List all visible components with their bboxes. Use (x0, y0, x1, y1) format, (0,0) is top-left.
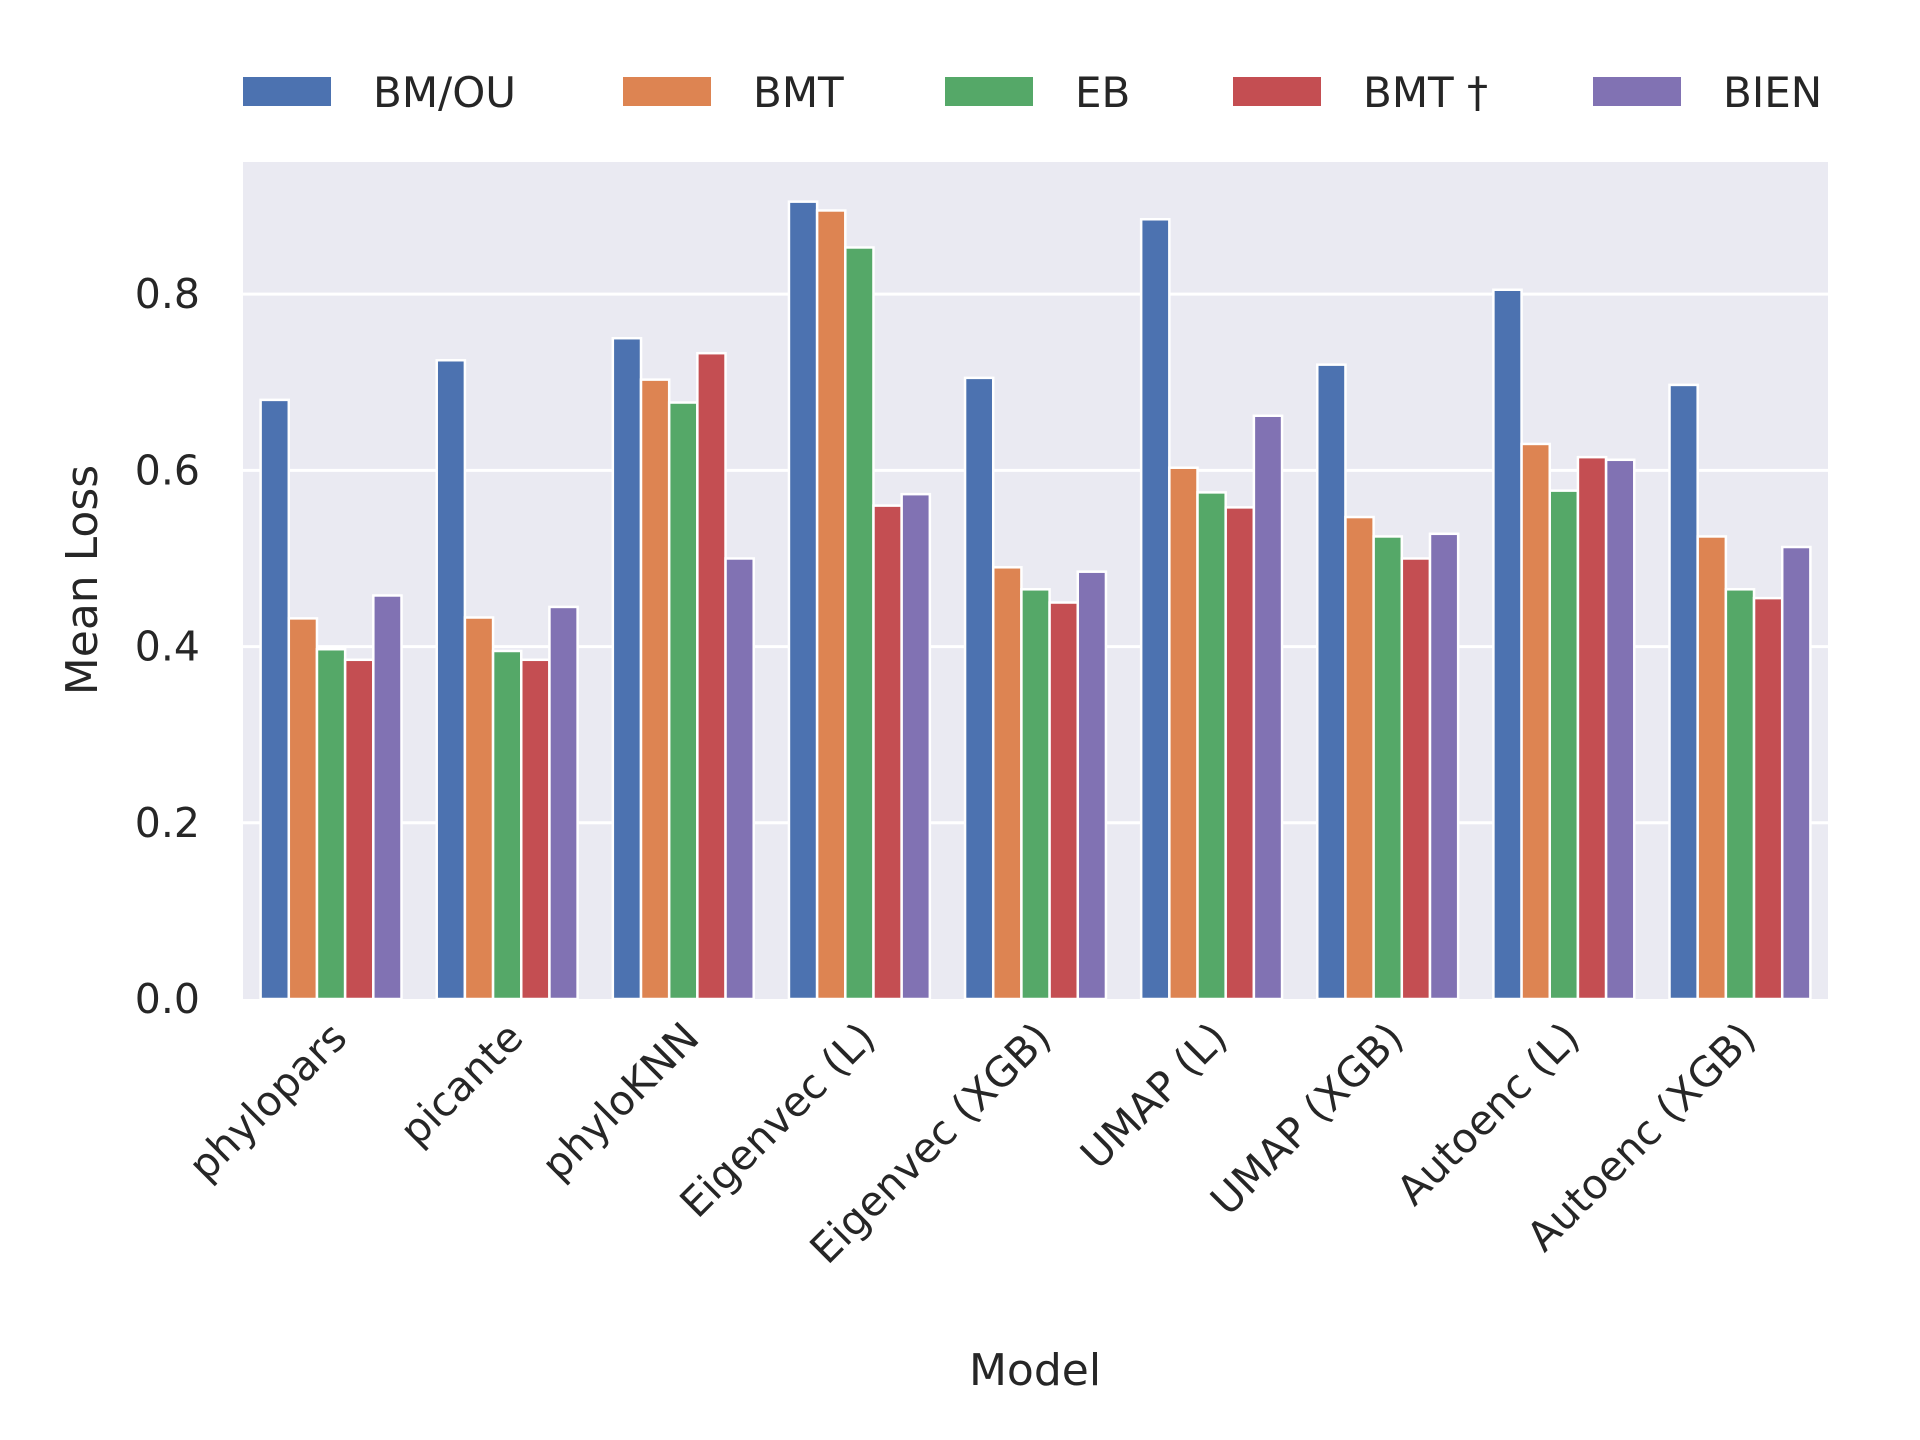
bar-bmt-5 (1224, 506, 1256, 1001)
bar-bmt-0 (287, 617, 319, 1001)
bar-bm-ou-2 (611, 336, 643, 1001)
bar-bien-8 (1780, 545, 1812, 1001)
bar-eb-8 (1724, 588, 1756, 1001)
bar-bm-ou-5 (1139, 218, 1171, 1001)
bar-bmt-0 (343, 658, 375, 1001)
y-tick-label: 0.6 (135, 446, 200, 494)
legend-swatch (1233, 77, 1321, 106)
bar-bm-ou-0 (259, 398, 291, 1001)
bar-bien-2 (724, 557, 755, 1001)
legend-label: BMT (753, 68, 844, 117)
bar-bien-4 (1076, 570, 1108, 1001)
y-tick-label: 0.0 (135, 975, 200, 1023)
bar-bmt-4 (991, 566, 1023, 1001)
bar-eb-7 (1548, 489, 1580, 1001)
bar-bm-ou-8 (1668, 383, 1699, 1001)
bar-eb-6 (1372, 535, 1404, 1001)
bar-bmt-2 (639, 378, 671, 1001)
legend: BM/OU BMT EB BMT † BIEN (243, 68, 1822, 117)
bar-bmt-3 (872, 504, 903, 1001)
legend-label: BMT † (1363, 68, 1488, 117)
bar-eb-0 (315, 647, 347, 1001)
bar-bm-ou-4 (963, 376, 995, 1001)
legend-swatch (1593, 77, 1681, 106)
y-tick-label: 0.2 (135, 799, 200, 847)
bar-bien-5 (1252, 414, 1284, 1001)
x-axis-title: Model (969, 1345, 1101, 1396)
bar-bm-ou-6 (1316, 363, 1347, 1001)
bar-bmt-7 (1576, 455, 1608, 1001)
x-tick-label: phylopars (179, 1013, 356, 1190)
bar-bmt-6 (1400, 557, 1432, 1001)
y-axis-title: Mean Loss (57, 465, 108, 695)
bar-bien-7 (1604, 458, 1636, 1001)
legend-swatch (623, 77, 711, 106)
bars-group (259, 200, 1812, 1001)
bar-bien-1 (548, 605, 579, 1001)
bar-bmt-5 (1168, 466, 1199, 1001)
bar-eb-3 (844, 246, 875, 1001)
legend-label: EB (1075, 68, 1130, 117)
bar-eb-2 (667, 401, 699, 1001)
bar-eb-4 (1020, 588, 1051, 1001)
bar-bmt-6 (1344, 515, 1375, 1001)
bar-bmt-1 (463, 616, 495, 1001)
bar-bm-ou-7 (1492, 288, 1523, 1001)
x-tick-label: UMAP (L) (1071, 1013, 1236, 1178)
bar-bmt-8 (1696, 535, 1728, 1001)
bar-bmt-3 (815, 209, 847, 1001)
x-tick-label: picante (391, 1013, 533, 1155)
bar-bien-3 (900, 492, 932, 1001)
y-tick-labels: 0.0 0.2 0.4 0.6 0.8 (135, 270, 200, 1023)
legend-label: BIEN (1723, 68, 1822, 117)
bar-bmt-4 (1048, 601, 1080, 1001)
bar-bmt-7 (1520, 442, 1551, 1001)
bar-bm-ou-1 (435, 358, 467, 1001)
bar-bien-6 (1428, 532, 1460, 1001)
bar-eb-1 (491, 649, 523, 1001)
y-tick-label: 0.4 (135, 623, 200, 671)
bar-bmt-2 (696, 351, 727, 1001)
bar-eb-5 (1196, 491, 1227, 1001)
legend-swatch (945, 77, 1033, 106)
bar-bm-ou-3 (787, 200, 819, 1001)
legend-label: BM/OU (373, 68, 516, 117)
y-tick-label: 0.8 (135, 270, 200, 318)
bar-bmt-8 (1752, 596, 1784, 1001)
x-tick-label: phyloKNN (532, 1013, 708, 1189)
bar-bmt-1 (520, 658, 551, 1001)
bar-bien-0 (372, 594, 403, 1001)
legend-swatch (243, 77, 331, 106)
